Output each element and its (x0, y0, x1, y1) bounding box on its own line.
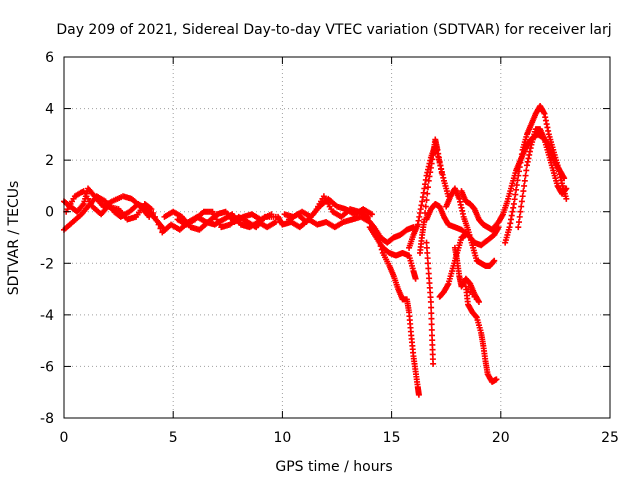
data-point (425, 184, 431, 191)
plot-area-frame (63, 56, 611, 419)
x-tick-label: 20 (492, 430, 510, 446)
data-point (493, 376, 500, 383)
data-point (563, 185, 570, 192)
data-point (425, 265, 432, 272)
data-point (515, 224, 522, 231)
data-point (423, 244, 430, 251)
data-point (520, 188, 527, 195)
data-points (61, 102, 570, 398)
y-tick-label: -2 (40, 256, 54, 272)
x-tick-label: 5 (169, 430, 178, 446)
data-point (373, 229, 380, 236)
data-point (428, 321, 435, 328)
x-axis-label: GPS time / hours (275, 459, 392, 475)
data-point (148, 206, 155, 213)
data-point (157, 225, 164, 232)
data-point (428, 326, 435, 333)
x-tick-label: 10 (273, 430, 291, 446)
data-point (368, 211, 375, 218)
data-point (425, 260, 431, 267)
y-tick-label: 2 (45, 153, 54, 169)
y-tick-label: 4 (45, 102, 54, 118)
y-tick-label: 0 (45, 205, 54, 221)
data-point (491, 257, 498, 264)
data-point (430, 360, 437, 367)
data-point (427, 298, 434, 305)
data-point (376, 239, 383, 246)
data-point (428, 310, 435, 317)
data-point (518, 203, 525, 210)
data-point (521, 182, 528, 189)
y-tick-label: -6 (40, 359, 54, 375)
data-point (523, 167, 530, 174)
x-tick-label: 25 (601, 430, 619, 446)
data-point (150, 210, 157, 217)
data-point (518, 198, 525, 205)
data-point (422, 203, 429, 210)
data-point (438, 170, 445, 177)
x-tick-label: 15 (383, 430, 401, 446)
data-point (374, 232, 381, 239)
data-point (428, 304, 435, 311)
data-point (377, 243, 384, 250)
data-point (516, 219, 522, 226)
y-tick-label: 6 (45, 50, 54, 66)
data-point (516, 213, 523, 220)
data-point (424, 249, 431, 256)
data-point (375, 236, 382, 243)
data-point (415, 391, 422, 398)
data-point (146, 213, 153, 220)
data-point (412, 275, 419, 282)
y-axis-label: SDTVAR / TECUs (6, 181, 22, 296)
data-point (522, 172, 529, 179)
y-tick-label: -4 (40, 308, 54, 324)
chart-title: Day 209 of 2021, Sidereal Day-to-day VTE… (56, 22, 611, 38)
data-point (424, 190, 431, 197)
axis-ticks: 0 5 10 15 20 25 -8 -6 -4 -2 0 2 4 6 (40, 50, 619, 446)
data-point (272, 219, 279, 226)
data-point (423, 239, 430, 246)
data-point (152, 213, 158, 220)
data-point (147, 205, 154, 212)
grid-lines (64, 57, 610, 418)
y-tick-label: -8 (40, 411, 54, 427)
data-point (517, 208, 524, 215)
data-point (378, 246, 385, 253)
data-point (153, 217, 160, 224)
data-point (563, 195, 570, 202)
data-point (424, 255, 431, 262)
x-tick-label: 0 (60, 430, 69, 446)
data-point (423, 197, 430, 204)
data-point (519, 193, 526, 200)
data-point (155, 221, 162, 228)
data-point (521, 177, 528, 184)
data-point (428, 315, 435, 322)
